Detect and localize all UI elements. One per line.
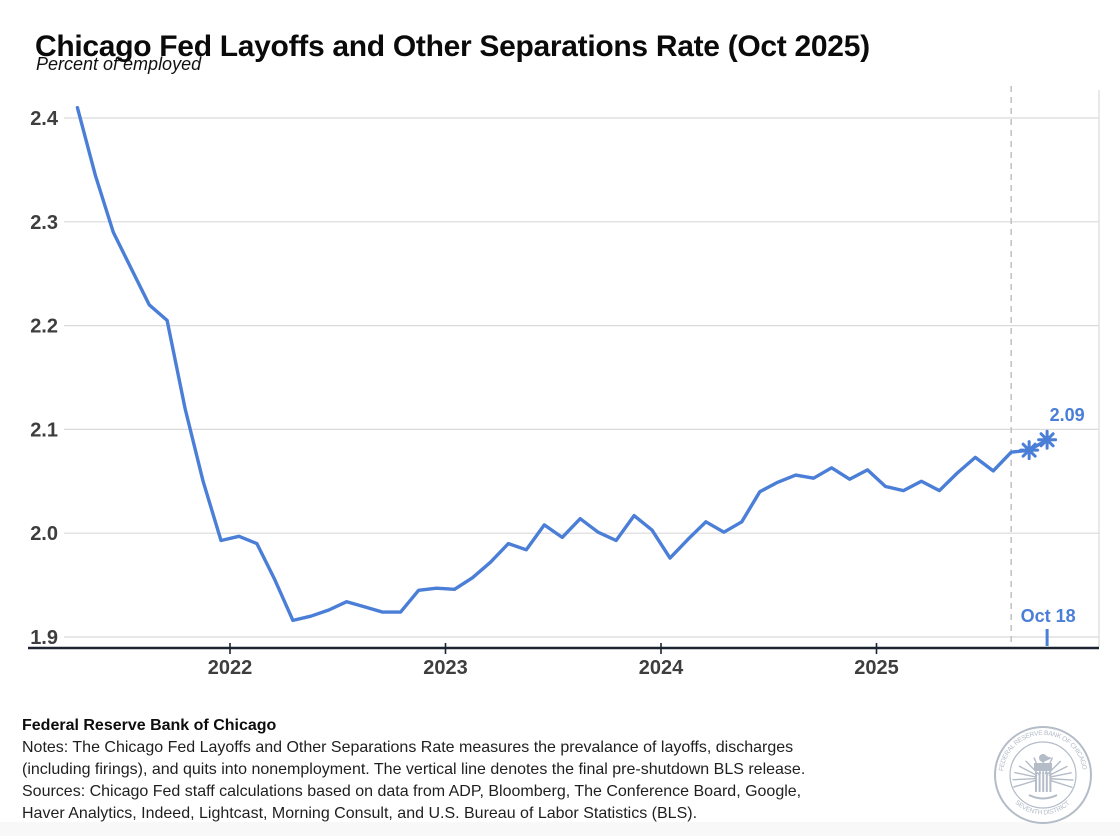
footer-note-line-4: Haver Analytics, Indeed, Lightcast, Morn… (22, 805, 698, 822)
svg-text:2.1: 2.1 (30, 419, 58, 441)
svg-text:2025: 2025 (854, 657, 899, 679)
last-date-label: Oct 18 (1021, 606, 1076, 626)
svg-text:2022: 2022 (208, 657, 253, 679)
rate-line-series (75, 105, 1049, 623)
annotations: 2.09 Oct 18 (1021, 405, 1085, 646)
chart-footer: Federal Reserve Bank of Chicago Notes: T… (22, 714, 972, 825)
footer-note-line-2: (including firings), and quits into none… (22, 761, 806, 778)
footer-note-line-3: Sources: Chicago Fed staff calculations … (22, 783, 802, 800)
svg-text:1.9: 1.9 (30, 627, 58, 649)
svg-text:2024: 2024 (639, 657, 684, 679)
svg-text:2.3: 2.3 (30, 212, 58, 234)
y-axis-labels: 2.4 2.3 2.2 2.1 2.0 1.9 (30, 108, 59, 649)
x-axis: 2022 2023 2024 2025 (28, 643, 1099, 679)
svg-text:2023: 2023 (423, 657, 468, 679)
y-gridlines (64, 90, 1100, 647)
page-title: Chicago Fed Layoffs and Other Separation… (35, 30, 870, 64)
page-subtitle: Percent of employed (36, 54, 202, 74)
footer-org: Federal Reserve Bank of Chicago (22, 717, 277, 734)
svg-text:2.0: 2.0 (30, 523, 58, 545)
svg-text:2.4: 2.4 (30, 108, 59, 130)
svg-text:2.2: 2.2 (30, 316, 58, 338)
layoffs-rate-line-chart: 2.4 2.3 2.2 2.1 2.0 1.9 2022 2023 2024 2025 2.09 Oc… (28, 86, 1100, 679)
bottom-margin-strip (0, 822, 1120, 836)
last-value-label: 2.09 (1050, 405, 1085, 425)
footer-note-line-1: Notes: The Chicago Fed Layoffs and Other… (22, 739, 794, 756)
estimate-star-markers (1019, 429, 1058, 461)
